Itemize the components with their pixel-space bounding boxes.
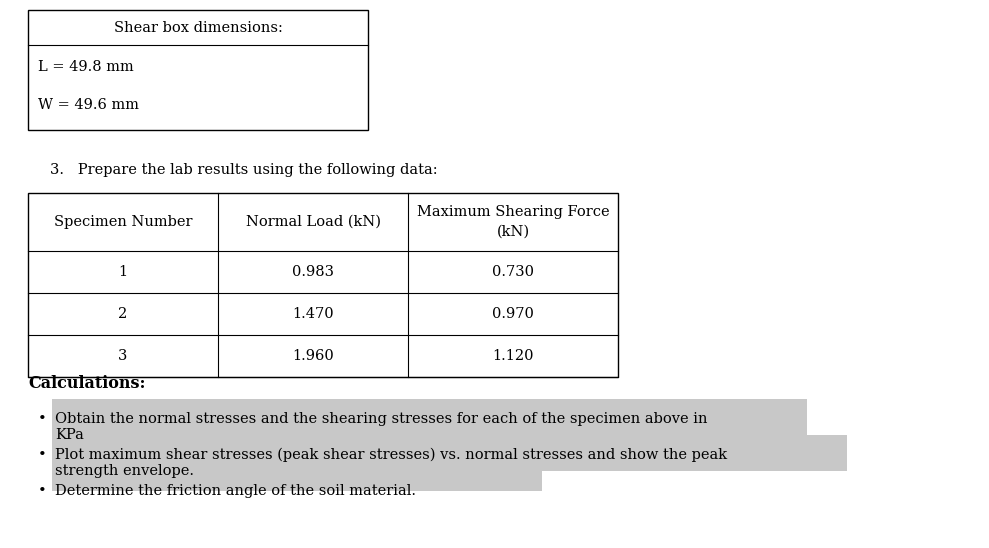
Text: KPa: KPa (55, 428, 84, 442)
Text: 1.470: 1.470 (292, 307, 334, 321)
Text: •: • (38, 448, 46, 462)
Text: L = 49.8 mm: L = 49.8 mm (38, 60, 134, 74)
Text: 3.   Prepare the lab results using the following data:: 3. Prepare the lab results using the fol… (50, 163, 437, 177)
Text: 0.970: 0.970 (493, 307, 534, 321)
Text: strength envelope.: strength envelope. (55, 464, 194, 478)
Text: 1.960: 1.960 (292, 349, 334, 363)
Text: Obtain the normal stresses and the shearing stresses for each of the specimen ab: Obtain the normal stresses and the shear… (55, 412, 707, 426)
Text: Maximum Shearing Force
(kN): Maximum Shearing Force (kN) (416, 206, 609, 239)
Text: 1.120: 1.120 (493, 349, 534, 363)
Text: Shear box dimensions:: Shear box dimensions: (114, 20, 283, 35)
Text: W = 49.6 mm: W = 49.6 mm (38, 98, 139, 112)
Bar (52, 471, 542, 491)
Text: 1: 1 (119, 265, 128, 279)
Text: 0.730: 0.730 (492, 265, 534, 279)
Text: Normal Load (kN): Normal Load (kN) (245, 215, 381, 229)
Bar (52, 399, 807, 435)
Text: Specimen Number: Specimen Number (53, 215, 192, 229)
Text: 2: 2 (119, 307, 128, 321)
Text: 0.983: 0.983 (292, 265, 334, 279)
Text: Plot maximum shear stresses (peak shear stresses) vs. normal stresses and show t: Plot maximum shear stresses (peak shear … (55, 448, 727, 463)
Text: •: • (38, 412, 46, 426)
Bar (52, 435, 847, 471)
Text: 3: 3 (119, 349, 128, 363)
Bar (28, 10, 368, 130)
Bar (28, 193, 618, 377)
Text: Calculations:: Calculations: (28, 374, 145, 391)
Text: Determine the friction angle of the soil material.: Determine the friction angle of the soil… (55, 484, 416, 498)
Text: •: • (38, 484, 46, 498)
